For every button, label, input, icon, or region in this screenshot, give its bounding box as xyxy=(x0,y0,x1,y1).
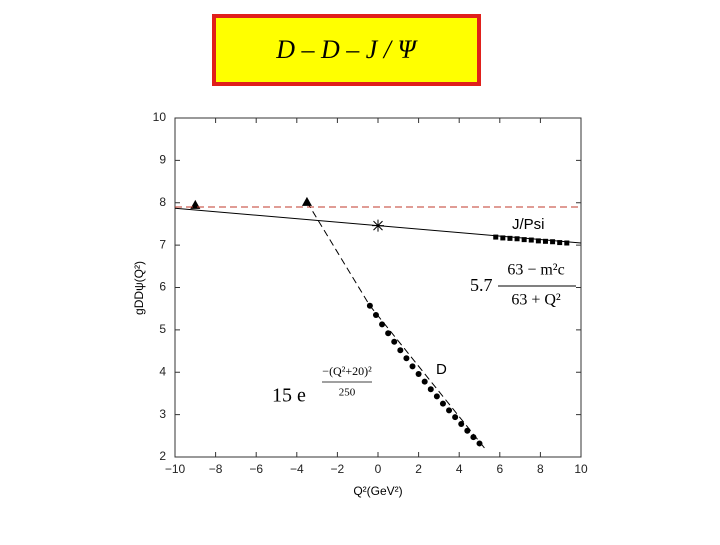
circle-marker xyxy=(446,407,453,414)
y-tick-label: 4 xyxy=(159,364,166,378)
square-marker xyxy=(550,239,556,245)
dashed-line xyxy=(306,201,486,450)
circle-marker xyxy=(415,370,422,377)
x-tick-label: −6 xyxy=(249,462,263,476)
circle-marker xyxy=(385,330,392,337)
formula-coefficient: 5.7 xyxy=(470,275,493,295)
circle-marker xyxy=(421,378,428,385)
x-tick-label: 10 xyxy=(574,462,588,476)
title-box xyxy=(212,14,481,86)
y-tick-label: 8 xyxy=(159,195,166,209)
y-tick-label: 7 xyxy=(159,237,166,251)
x-tick-label: 0 xyxy=(375,462,382,476)
square-marker xyxy=(528,237,534,243)
x-tick-label: −2 xyxy=(331,462,345,476)
circle-marker xyxy=(439,400,446,407)
square-marker xyxy=(521,237,527,243)
plot-frame xyxy=(174,117,582,458)
jpsi-label: J/Psi xyxy=(512,216,545,233)
square-marker xyxy=(507,235,513,241)
formula-numerator: 63 − m²c xyxy=(507,262,564,279)
formula-exponent-numerator: −(Q²+20)² xyxy=(322,364,372,378)
formula-jpsi: 5.7 63 − m²c 63 + Q² xyxy=(470,262,576,309)
circle-marker xyxy=(391,338,398,345)
x-tick-label: 8 xyxy=(537,462,544,476)
circle-marker xyxy=(379,321,386,328)
circle-marker xyxy=(458,420,465,427)
square-marker xyxy=(514,236,520,242)
square-marker xyxy=(535,238,541,244)
y-tick-label: 9 xyxy=(159,153,166,167)
x-tick-label: 2 xyxy=(415,462,422,476)
circle-marker xyxy=(372,312,379,319)
square-marker xyxy=(493,234,499,240)
circle-marker xyxy=(409,363,416,370)
circle-marker xyxy=(433,393,440,400)
formula-d: 15 e −(Q²+20)² 250 xyxy=(272,364,372,407)
y-tick-label: 3 xyxy=(159,407,166,421)
title: D – D – J / Ψ xyxy=(275,35,418,64)
x-tick-label: −8 xyxy=(209,462,223,476)
x-tick-label: −4 xyxy=(290,462,304,476)
square-marker xyxy=(557,240,563,246)
circle-marker xyxy=(403,355,410,362)
y-axis-label: gDDψ(Q²) xyxy=(132,261,146,315)
square-marker xyxy=(500,235,506,241)
triangle-marker xyxy=(190,199,201,209)
square-marker xyxy=(542,238,548,244)
y-tick-label: 10 xyxy=(153,110,167,124)
y-tick-label: 6 xyxy=(159,280,166,294)
x-tick-label: −10 xyxy=(165,462,186,476)
x-tick-label: 6 xyxy=(496,462,503,476)
solid-line xyxy=(174,207,582,244)
square-marker xyxy=(564,240,570,246)
d-label: D xyxy=(436,361,447,378)
y-tick-label: 5 xyxy=(159,322,166,336)
y-tick-label: 2 xyxy=(159,449,166,463)
formula-coefficient: 15 e xyxy=(272,385,306,407)
circle-marker xyxy=(452,414,459,421)
formula-denominator: 63 + Q² xyxy=(511,292,561,309)
circle-marker xyxy=(476,440,483,447)
x-axis-label: Q²(GeV²) xyxy=(353,484,402,498)
triangle-marker xyxy=(301,196,312,206)
circle-marker xyxy=(397,347,404,354)
formula-exponent-denominator: 250 xyxy=(339,387,356,399)
circle-marker xyxy=(427,386,434,393)
x-tick-label: 4 xyxy=(456,462,463,476)
